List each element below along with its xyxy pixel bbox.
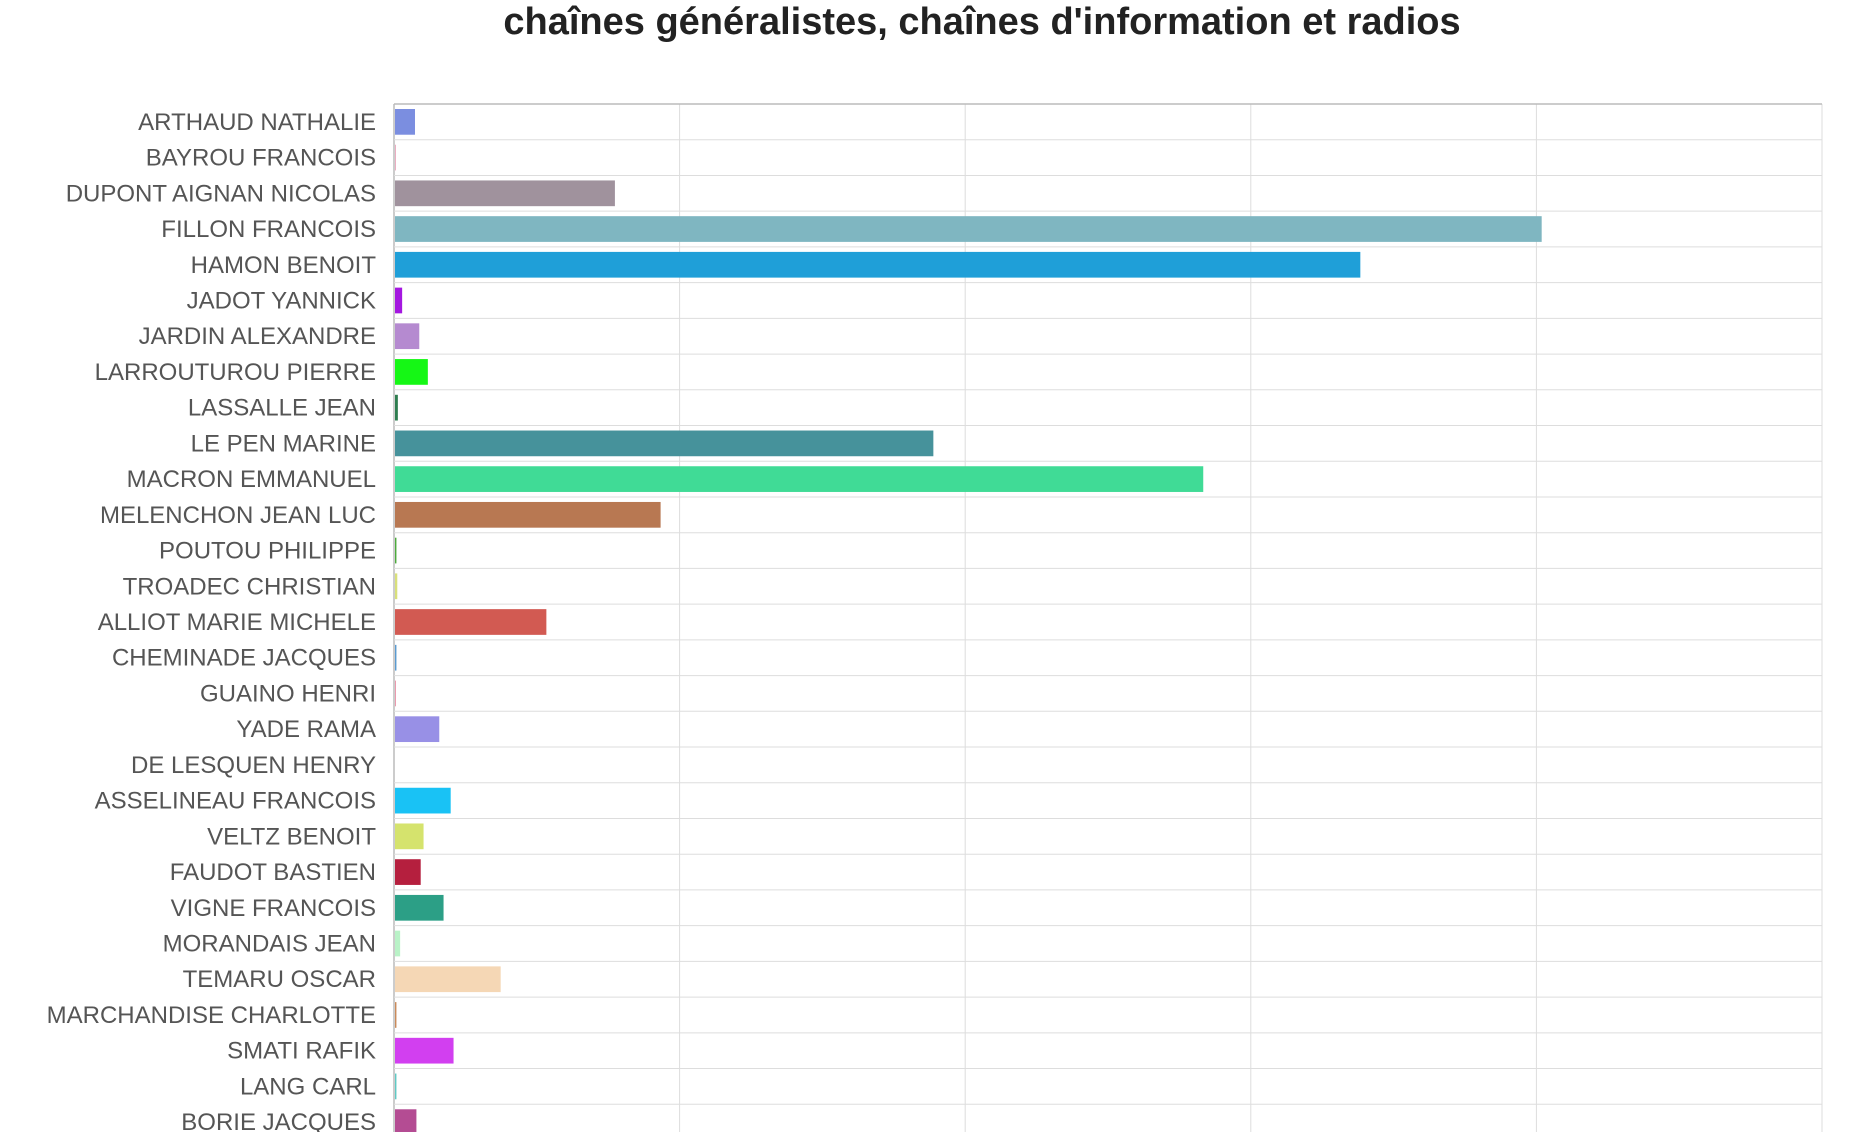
bar[interactable] bbox=[395, 537, 397, 564]
bar[interactable] bbox=[395, 894, 444, 921]
category-label: CHEMINADE JACQUES bbox=[112, 645, 376, 672]
grid-layer bbox=[393, 103, 1823, 1132]
bar[interactable] bbox=[395, 787, 451, 814]
category-label: LASSALLE JEAN bbox=[188, 395, 376, 422]
category-label: MORANDAIS JEAN bbox=[163, 931, 376, 958]
category-label: LANG CARL bbox=[240, 1073, 376, 1100]
category-label: BAYROU FRANCOIS bbox=[146, 145, 376, 172]
bar[interactable] bbox=[395, 1109, 417, 1132]
bar[interactable] bbox=[395, 1002, 397, 1028]
bar[interactable] bbox=[395, 287, 403, 314]
bar[interactable] bbox=[395, 609, 547, 635]
category-label: LE PEN MARINE bbox=[191, 430, 376, 457]
bar[interactable] bbox=[395, 109, 415, 135]
category-label: VELTZ BENOIT bbox=[207, 823, 376, 850]
category-label: FAUDOT BASTIEN bbox=[170, 859, 376, 886]
category-label: YADE RAMA bbox=[236, 716, 376, 743]
bar[interactable] bbox=[395, 359, 428, 385]
category-label: TEMARU OSCAR bbox=[183, 966, 376, 993]
bar[interactable] bbox=[395, 144, 396, 171]
category-label: MACRON EMMANUEL bbox=[127, 466, 376, 493]
bar[interactable] bbox=[395, 716, 440, 743]
category-label: ASSELINEAU FRANCOIS bbox=[95, 788, 376, 815]
category-label: TROADEC CHRISTIAN bbox=[123, 573, 376, 600]
label-layer: ARTHAUD NATHALIE BAYROU FRANCOIS DUPONT AI… bbox=[47, 109, 377, 1132]
category-label: GUAINO HENRI bbox=[200, 680, 376, 707]
bar[interactable] bbox=[395, 1037, 454, 1064]
bar[interactable] bbox=[395, 573, 398, 600]
bar[interactable] bbox=[395, 394, 398, 421]
category-label: DE LESQUEN HENRY bbox=[131, 752, 376, 779]
category-label: SMATI RAFIK bbox=[227, 1038, 376, 1065]
bar[interactable] bbox=[395, 966, 501, 993]
category-label: HAMON BENOIT bbox=[191, 252, 377, 279]
category-label: MARCHANDISE CHARLOTTE bbox=[47, 1002, 376, 1029]
category-label: MELENCHON JEAN LUC bbox=[100, 502, 376, 529]
bar[interactable] bbox=[395, 1073, 397, 1100]
bar[interactable] bbox=[395, 430, 934, 457]
category-label: BORIE JACQUES bbox=[181, 1109, 376, 1132]
category-label: POUTOU PHILIPPE bbox=[159, 538, 376, 565]
bar[interactable] bbox=[395, 823, 424, 850]
chart-title: chaînes généralistes, chaînes d'informat… bbox=[503, 1, 1460, 43]
bar[interactable] bbox=[395, 680, 396, 707]
category-label: JADOT YANNICK bbox=[187, 287, 376, 314]
bar[interactable] bbox=[395, 501, 661, 528]
bar[interactable] bbox=[395, 251, 1361, 278]
bar[interactable] bbox=[395, 216, 1542, 242]
bar[interactable] bbox=[395, 180, 615, 207]
category-label: JARDIN ALEXANDRE bbox=[139, 323, 376, 350]
bar-layer bbox=[395, 109, 1542, 1132]
bar[interactable] bbox=[395, 466, 1204, 492]
category-label: FILLON FRANCOIS bbox=[161, 216, 376, 243]
category-label: LARROUTUROU PIERRE bbox=[95, 359, 376, 386]
category-label: ARTHAUD NATHALIE bbox=[138, 109, 376, 136]
category-label: DUPONT AIGNAN NICOLAS bbox=[66, 180, 376, 207]
bar[interactable] bbox=[395, 323, 420, 350]
bar[interactable] bbox=[395, 644, 397, 671]
bar[interactable] bbox=[395, 930, 401, 957]
category-label: ALLIOT MARIE MICHELE bbox=[98, 609, 376, 636]
category-label: VIGNE FRANCOIS bbox=[171, 895, 376, 922]
bar[interactable] bbox=[395, 859, 421, 885]
